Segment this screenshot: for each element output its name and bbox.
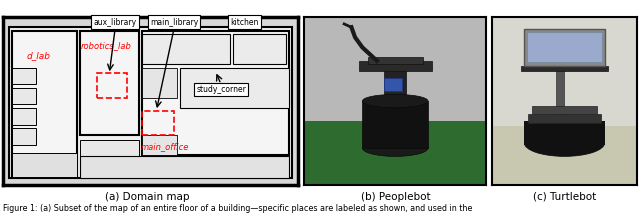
Bar — [384, 68, 406, 101]
Bar — [304, 118, 486, 185]
Bar — [521, 66, 608, 71]
Bar — [180, 68, 289, 108]
Text: main_library: main_library — [150, 18, 198, 27]
Ellipse shape — [362, 140, 428, 156]
Text: study_corner: study_corner — [196, 85, 246, 94]
Bar — [384, 78, 403, 91]
Bar — [527, 32, 602, 63]
Bar — [141, 111, 174, 135]
Text: d_lab: d_lab — [26, 51, 51, 60]
Bar — [12, 31, 77, 177]
Text: Figure 1: (a) Subset of the map of an entire floor of a building—specific places: Figure 1: (a) Subset of the map of an en… — [3, 204, 472, 213]
Bar — [362, 101, 428, 148]
Bar — [532, 106, 596, 114]
Text: aux_library: aux_library — [93, 18, 136, 27]
Bar — [80, 31, 139, 135]
Bar — [524, 121, 605, 145]
Text: robotics_lab: robotics_lab — [81, 41, 132, 50]
Bar — [304, 17, 486, 121]
Ellipse shape — [362, 94, 428, 108]
Bar — [97, 72, 127, 98]
Bar — [141, 31, 289, 155]
Bar — [233, 34, 286, 64]
Bar — [359, 61, 432, 71]
Bar — [12, 88, 36, 104]
Bar — [12, 128, 36, 145]
Text: (a) Domain map: (a) Domain map — [105, 192, 189, 202]
Bar — [80, 156, 289, 178]
Bar — [368, 57, 422, 64]
Bar — [141, 135, 177, 155]
Bar — [492, 126, 637, 185]
Ellipse shape — [524, 130, 605, 156]
Bar — [556, 68, 564, 114]
Text: (c) Turtlebot: (c) Turtlebot — [533, 192, 596, 202]
Bar — [12, 108, 36, 124]
Bar — [12, 68, 36, 84]
Bar — [80, 140, 139, 177]
Bar — [528, 114, 601, 123]
Text: (b) Peoplebot: (b) Peoplebot — [361, 192, 430, 202]
Bar — [524, 29, 605, 66]
Bar — [141, 68, 177, 98]
Text: kitchen: kitchen — [230, 18, 259, 27]
Bar — [141, 34, 230, 64]
Bar — [12, 153, 77, 177]
Text: main_office: main_office — [141, 142, 189, 151]
